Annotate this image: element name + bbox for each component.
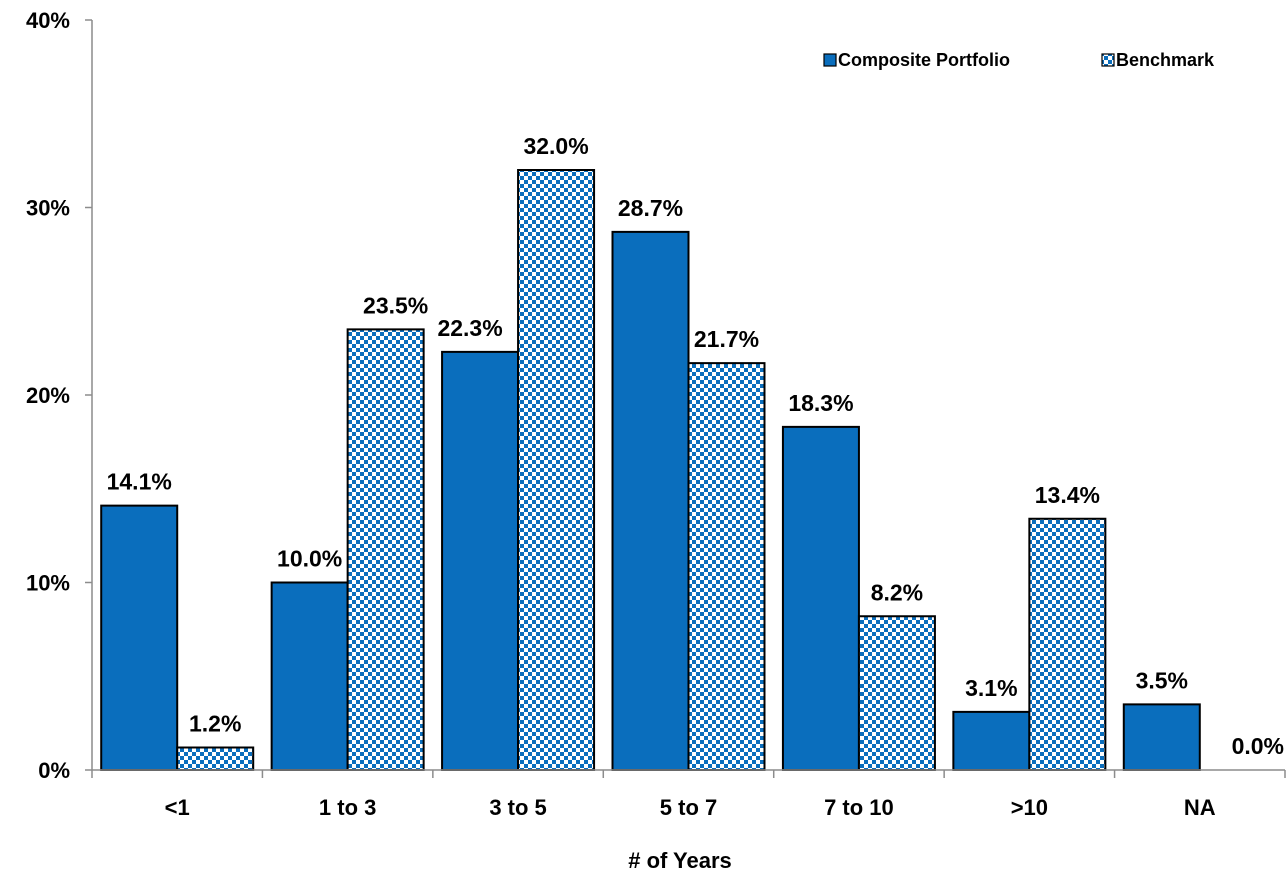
composite-data-label: 14.1%	[107, 469, 172, 495]
composite-data-label: 18.3%	[788, 390, 853, 416]
legend: Composite Portfolio Benchmark	[823, 50, 1215, 70]
benchmark-bar	[346, 328, 425, 771]
composite-data-label: 28.7%	[618, 195, 683, 221]
composite-data-label: 3.1%	[965, 675, 1017, 701]
y-tick-label: 40%	[26, 8, 70, 33]
y-axis: 0% 10% 20% 30% 40%	[26, 8, 93, 783]
benchmark-data-label: 1.2%	[189, 711, 241, 737]
benchmark-data-label: 21.7%	[694, 326, 759, 352]
benchmark-data-label: 13.4%	[1035, 482, 1100, 508]
x-axis: <1 1 to 3 3 to 5 5 to 7 7 to 10 >10 NA	[91, 769, 1286, 820]
composite-data-label: 22.3%	[437, 315, 502, 341]
composite-bar	[611, 230, 690, 771]
benchmark-bar	[687, 362, 766, 771]
x-tick-label: 7 to 10	[824, 795, 894, 820]
bars: 14.1% 1.2% 10.0% 23.5% 22.3% 32.0% 28.7% 21.7% 1…	[100, 133, 1284, 771]
benchmark-data-label: 8.2%	[871, 579, 923, 605]
benchmark-data-label: 32.0%	[523, 133, 588, 159]
y-tick-label: 10%	[26, 571, 70, 596]
x-tick-label: <1	[165, 795, 190, 820]
y-tick-label: 20%	[26, 383, 70, 408]
composite-data-label: 10.0%	[277, 546, 342, 572]
benchmark-bar	[857, 615, 936, 771]
composite-bar	[781, 425, 860, 771]
x-tick-label: 5 to 7	[660, 795, 717, 820]
x-tick-label: >10	[1011, 795, 1048, 820]
composite-bar	[952, 710, 1031, 771]
legend-label-composite: Composite Portfolio	[838, 50, 1010, 70]
y-tick-label: 30%	[26, 196, 70, 221]
benchmark-data-label: 0.0%	[1232, 733, 1284, 759]
legend-swatch-benchmark	[1101, 53, 1115, 67]
legend-label-benchmark: Benchmark	[1116, 50, 1215, 70]
legend-swatch-composite	[823, 53, 837, 67]
y-tick-label: 0%	[38, 758, 70, 783]
x-tick-label: 1 to 3	[319, 795, 376, 820]
composite-data-label: 3.5%	[1136, 667, 1188, 693]
benchmark-bar	[517, 169, 596, 771]
benchmark-data-label: 23.5%	[363, 292, 428, 318]
x-tick-label: NA	[1184, 795, 1216, 820]
x-tick-label: 3 to 5	[489, 795, 546, 820]
benchmark-bar	[176, 746, 255, 771]
composite-bar	[270, 581, 349, 771]
x-axis-title: # of Years	[628, 848, 732, 873]
composite-bar	[1122, 703, 1201, 771]
benchmark-bar	[1028, 517, 1107, 771]
composite-bar	[100, 504, 179, 771]
composite-bar	[441, 350, 520, 771]
